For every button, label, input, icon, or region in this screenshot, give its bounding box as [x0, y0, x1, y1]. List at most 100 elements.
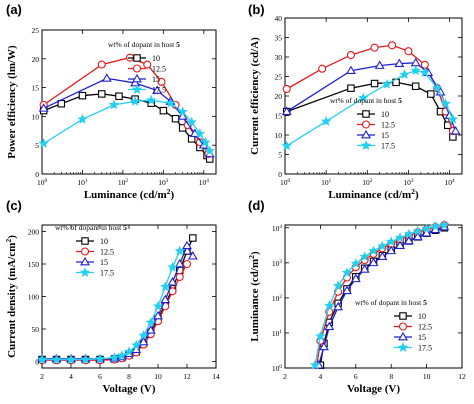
data-point [182, 259, 192, 269]
data-point [167, 277, 178, 286]
x-tick-label: 2 [40, 372, 44, 381]
x-axis-label: Luminance (cd/m2) [84, 187, 175, 202]
data-point [80, 354, 91, 364]
legend-entry: 15 [418, 333, 426, 342]
legend-entry: 10 [152, 54, 160, 63]
y-tick-label: 50 [32, 325, 40, 334]
y-tick-label: 20 [275, 92, 283, 101]
y-tick-label: 103 [272, 259, 283, 268]
y-tick-label: 150 [28, 260, 40, 269]
series-line [42, 244, 194, 360]
series-12.5 [37, 259, 192, 365]
data-point [432, 82, 443, 93]
y-tick-label: 100 [28, 293, 40, 302]
chart-panel-1: (a) 100 101 102 103 104 0 5 10 15 20 25 Luminance (c… [6, 2, 217, 202]
y-tick-label: 101 [272, 329, 283, 338]
legend-marker [360, 140, 372, 150]
x-tick-label: 2 [283, 372, 287, 381]
data-point [177, 111, 188, 120]
data-point [116, 350, 127, 361]
series-12.5 [39, 53, 213, 158]
series-17.5 [309, 219, 450, 370]
legend-title: wt% of dopant in host 5 [108, 40, 180, 49]
x-tick-label: 8 [127, 372, 131, 381]
chart-panel-4: (d) 2 4 6 8 10 12 100 101 102 103 104 Voltage (V) Lum… [247, 198, 467, 395]
legend-entry: 12.5 [418, 323, 432, 332]
y-tick-label: 0 [35, 170, 39, 179]
series-line [43, 56, 209, 155]
data-point [368, 245, 379, 256]
legend-entry: 10 [100, 237, 108, 246]
y-axis-label: Current efficiency (cd/A) [249, 37, 261, 155]
y-tick-label: 35 [275, 34, 283, 43]
data-point [204, 145, 215, 156]
data-point [38, 138, 49, 148]
series-line [42, 237, 194, 361]
data-point [410, 65, 421, 76]
data-point [359, 251, 370, 262]
data-point [97, 60, 106, 69]
data-point [160, 281, 171, 292]
data-point [403, 235, 414, 245]
legend-marker [133, 54, 141, 62]
series-17.5 [38, 94, 215, 156]
series-12.5 [282, 41, 457, 136]
y-tick-label: 102 [272, 294, 283, 303]
legend-entry: 17.5 [381, 142, 395, 151]
data-point [131, 344, 142, 354]
x-tick-label: 103 [158, 178, 169, 187]
series-15 [38, 73, 215, 158]
data-point [138, 336, 149, 346]
x-tick-label: 100 [37, 178, 48, 187]
data-point [403, 228, 415, 239]
x-tick-label: 103 [403, 178, 414, 187]
x-tick-label: 104 [199, 178, 210, 187]
data-point [386, 245, 397, 255]
legend-title: wt% of dopant in host 5 [355, 298, 427, 307]
legend: wt% of dopant in host 5 10 12.515 17.5 [55, 223, 127, 278]
data-point [38, 103, 49, 112]
series-15 [37, 240, 198, 363]
y-tick-label: 20 [32, 55, 40, 64]
series-line [316, 224, 445, 366]
data-point [157, 77, 166, 86]
data-point [200, 136, 211, 147]
data-point [394, 232, 406, 243]
data-point [321, 115, 332, 126]
series-17.5 [36, 245, 185, 364]
data-point [430, 220, 441, 231]
legend-entry: 15 [152, 75, 160, 84]
data-point [440, 98, 451, 109]
y-tick-label: 15 [32, 84, 40, 93]
legend-marker [361, 129, 371, 139]
x-tick-label: 6 [98, 372, 102, 381]
series-10 [282, 78, 457, 141]
legend-marker [80, 247, 90, 256]
x-tick-label: 101 [77, 178, 88, 187]
data-point [318, 64, 327, 73]
data-point [78, 91, 87, 100]
data-point [131, 339, 142, 350]
data-point [189, 234, 197, 242]
panel-label: (d) [248, 198, 265, 213]
y-tick-label: 15 [275, 112, 283, 121]
legend-entry: 15 [381, 131, 389, 140]
data-point [315, 330, 326, 341]
data-point [350, 273, 361, 283]
data-point [171, 114, 180, 123]
legend-marker [132, 64, 142, 73]
data-point [421, 228, 432, 237]
legend-marker [81, 237, 89, 245]
x-tick-label: 102 [118, 178, 129, 187]
series-15 [313, 221, 450, 369]
data-point [309, 359, 321, 370]
plot-frame [284, 224, 463, 369]
data-point [374, 60, 385, 69]
data-point [359, 264, 370, 273]
panel-label: (a) [6, 2, 22, 17]
y-tick-label: 104 [272, 224, 283, 233]
data-point [138, 330, 149, 340]
data-point [370, 43, 379, 52]
data-point [282, 84, 291, 94]
